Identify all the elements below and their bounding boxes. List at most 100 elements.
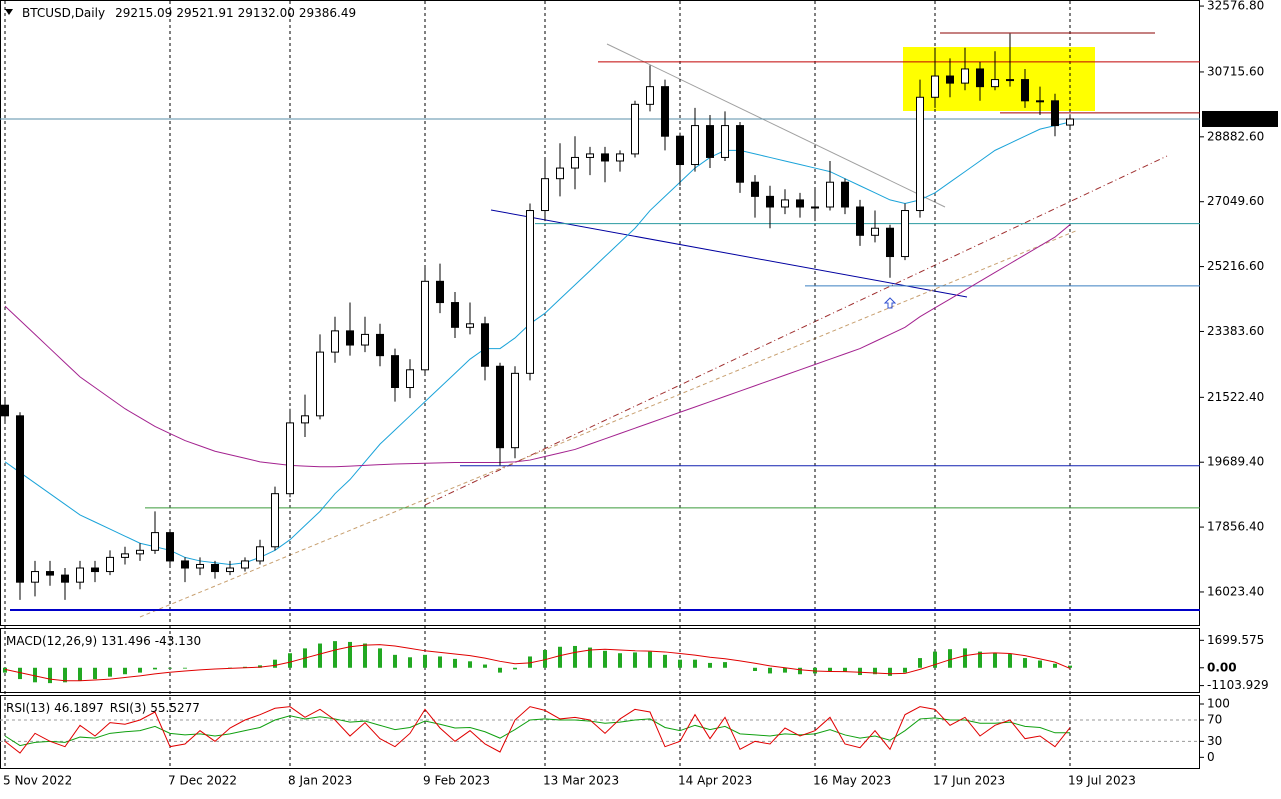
macd-bar <box>138 668 142 673</box>
candle-body <box>437 281 444 302</box>
y-tick-label: 25216.60 <box>1207 259 1264 273</box>
candle-body <box>812 207 819 208</box>
candle-body <box>902 211 909 257</box>
candle-body <box>722 126 729 158</box>
candle-body <box>632 104 639 154</box>
y-tick-label: 30715.60 <box>1207 64 1264 78</box>
y-tick-label: 70 <box>1207 713 1222 727</box>
candle-body <box>167 533 174 561</box>
macd-bar <box>648 652 652 668</box>
macd-bar <box>903 668 907 673</box>
macd-bar <box>48 668 52 683</box>
candle-body <box>872 228 879 235</box>
macd-bar <box>768 668 772 674</box>
candle-body <box>857 207 864 235</box>
candle-body <box>302 416 309 423</box>
macd-bar <box>708 663 712 668</box>
y-tick-label: 0.00 <box>1207 660 1237 674</box>
macd-bar <box>1038 661 1042 668</box>
x-tick-label: 16 May 2023 <box>813 774 891 788</box>
macd-signal: -43.130 <box>155 634 201 648</box>
candle-body <box>377 334 384 355</box>
y-tick-label: 23383.60 <box>1207 324 1264 338</box>
candle-body <box>797 200 804 207</box>
x-tick-label: 17 Jun 2023 <box>933 774 1005 788</box>
y-tick-label: 30 <box>1207 734 1222 748</box>
y-tick-label: 27049.60 <box>1207 194 1264 208</box>
candle-body <box>47 572 54 576</box>
rsi-name: RSI(13) <box>6 701 50 715</box>
low: 29132.00 <box>238 6 295 20</box>
macd-bar <box>618 653 622 668</box>
candle-body <box>782 200 789 207</box>
candle-body <box>332 331 339 352</box>
macd-bar <box>513 668 517 670</box>
macd-header: MACD(12,26,9)131.496-43.130 <box>6 634 201 648</box>
candle-body <box>587 154 594 158</box>
macd-bar <box>1023 658 1027 668</box>
current-price-label: 29386.49 <box>1207 111 1264 125</box>
candle-body <box>662 87 669 137</box>
candle-body <box>407 370 414 388</box>
x-tick-label: 14 Apr 2023 <box>678 774 752 788</box>
macd-bar <box>438 656 442 667</box>
candle-body <box>122 554 129 558</box>
candle-body <box>692 126 699 165</box>
candle-body <box>137 550 144 554</box>
macd-bar <box>558 647 562 668</box>
candle-body <box>1022 80 1029 101</box>
candle-body <box>2 405 9 416</box>
candle-body <box>887 228 894 256</box>
y-tick-label: -1103.929 <box>1207 678 1269 692</box>
candle-body <box>737 126 744 183</box>
macd-bar <box>828 668 832 671</box>
macd-bar <box>318 644 322 668</box>
macd-bar <box>78 668 82 681</box>
y-tick-label: 17856.40 <box>1207 520 1264 534</box>
candle-body <box>827 182 834 207</box>
macd-bar <box>363 644 367 668</box>
candle-body <box>467 324 474 328</box>
candle-body <box>17 416 24 582</box>
macd-bar <box>393 655 397 668</box>
candle-body <box>287 423 294 494</box>
macd-bar <box>663 655 667 668</box>
rsi-name: RSI(3) <box>110 701 147 715</box>
candle-body <box>107 557 114 571</box>
candle-body <box>767 196 774 207</box>
symbol: BTCUSD,Daily <box>22 6 105 20</box>
macd-bar <box>348 642 352 668</box>
macd-bar <box>1008 654 1012 668</box>
candle-body <box>557 168 564 179</box>
candle-body <box>992 80 999 87</box>
macd-name: MACD(12,26,9) <box>6 634 97 648</box>
candle-body <box>527 211 534 374</box>
macd-bar <box>468 661 472 667</box>
macd-bar <box>633 652 637 667</box>
macd-bar <box>333 641 337 668</box>
candle-body <box>182 561 189 568</box>
macd-bar <box>453 659 457 668</box>
candle-body <box>512 373 519 447</box>
macd-bar <box>753 668 757 671</box>
macd-bar <box>783 668 787 673</box>
macd-bar <box>1053 664 1057 668</box>
candle-body <box>242 561 249 568</box>
x-tick-label: 19 Jul 2023 <box>1068 774 1136 788</box>
candle-body <box>977 69 984 87</box>
macd-bar <box>153 668 157 670</box>
candle-body <box>272 494 279 547</box>
macd-bar <box>93 668 97 679</box>
y-tick-label: 21522.40 <box>1207 390 1264 404</box>
candle-body <box>962 69 969 83</box>
candle-body <box>257 547 264 561</box>
macd-bar <box>858 668 862 675</box>
macd-bar <box>123 668 127 674</box>
candle-body <box>77 568 84 582</box>
candle-body <box>842 182 849 207</box>
candle-body <box>602 154 609 161</box>
macd-bar <box>723 662 727 668</box>
high: 29521.91 <box>176 6 233 20</box>
